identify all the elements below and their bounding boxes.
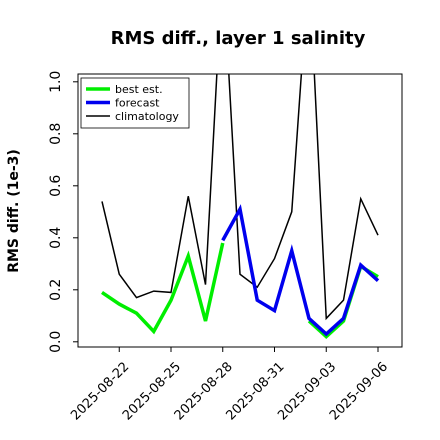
legend-label: forecast	[115, 97, 160, 110]
legend-label: best est.	[115, 83, 163, 96]
y-tick-label: 0.6	[48, 175, 64, 197]
y-tick-label: 0.4	[48, 227, 64, 249]
series-line-climatology	[101, 74, 379, 321]
y-tick-label: 1.0	[48, 71, 64, 93]
series-line-forecast	[221, 204, 380, 337]
legend-label: climatology	[115, 110, 179, 123]
y-tick-label: 0.0	[48, 331, 64, 353]
chart-title: RMS diff., layer 1 salinity	[111, 28, 366, 49]
y-tick-label: 0.2	[48, 279, 64, 301]
series-layer	[101, 74, 380, 339]
y-tick-label: 0.8	[48, 123, 64, 145]
y-axis-label: RMS diff. (1e-3)	[6, 149, 22, 273]
